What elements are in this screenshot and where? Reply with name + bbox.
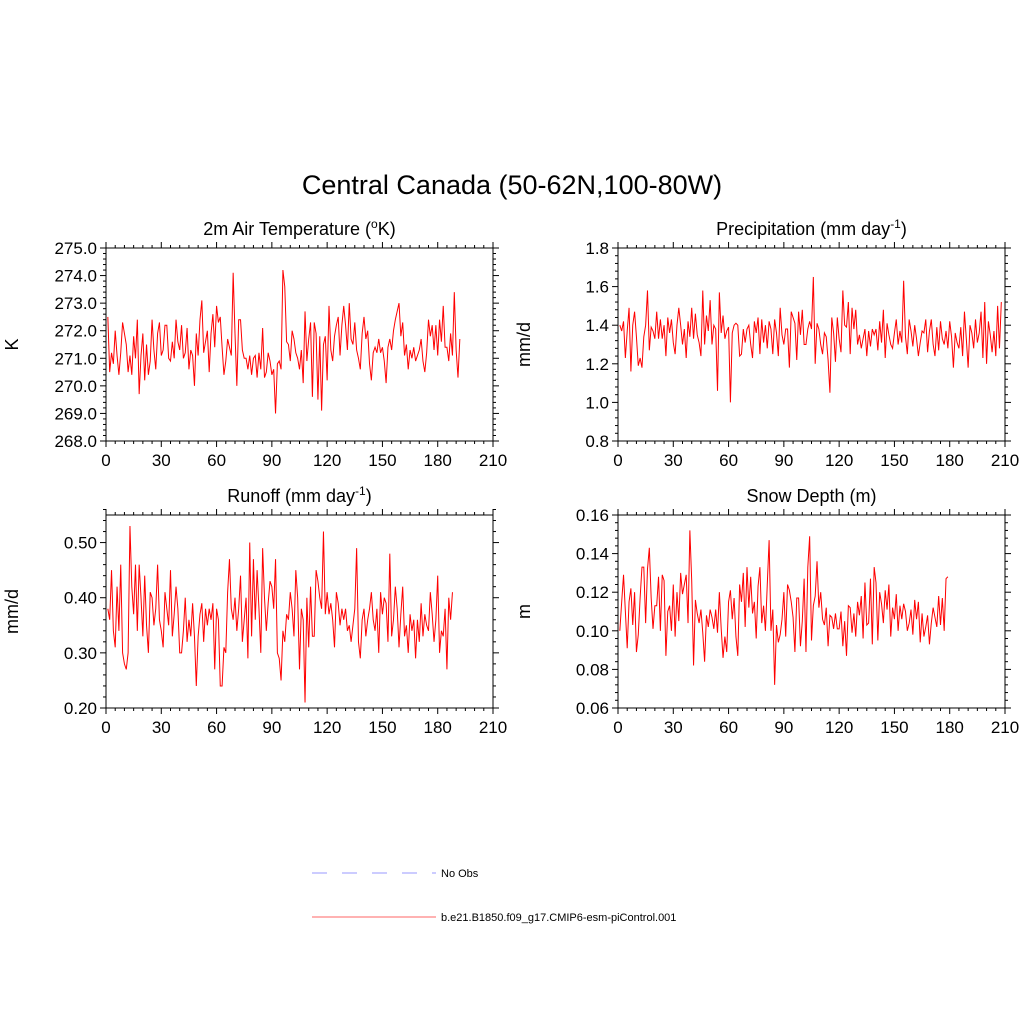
y-tick-label: 0.06 [576, 699, 609, 718]
x-tick-label: 0 [101, 451, 110, 470]
x-tick-label: 120 [313, 718, 341, 737]
legend: No Obs b.e21.B1850.f09_g17.CMIP6-esm-piC… [312, 868, 676, 924]
x-tick-label: 210 [479, 718, 507, 737]
x-tick-label: 30 [664, 718, 683, 737]
y-tick-label: 0.20 [64, 699, 97, 718]
y-tick-label: 0.8 [585, 432, 609, 451]
y-tick-label: 1.0 [585, 393, 609, 412]
y-tick-label: 0.30 [64, 644, 97, 663]
x-tick-label: 150 [880, 718, 908, 737]
chart-panel-4: Snow Depth (m) m 0 30 60 90 120 150 180 210 0.06 0.… [514, 486, 1019, 737]
y-tick-label: 1.6 [585, 278, 609, 297]
x-tick-label: 180 [936, 451, 964, 470]
y-axis-label: m [514, 604, 534, 619]
y-axis-label: mm/d [2, 589, 22, 634]
x-tick-label: 30 [152, 451, 171, 470]
y-axis-label: K [2, 338, 22, 350]
x-tick-label: 0 [101, 718, 110, 737]
series-line [619, 276, 1002, 403]
y-tick-label: 0.10 [576, 622, 609, 641]
chart-panel-3: Runoff (mm day-1) mm/d 0 30 60 90 120 150 180 210… [2, 484, 507, 737]
x-tick-label: 150 [368, 451, 396, 470]
panel-title: Snow Depth (m) [746, 486, 876, 506]
x-tick-label: 90 [262, 451, 281, 470]
x-tick-label: 180 [424, 718, 452, 737]
panel-title: 2m Air Temperature (oK) [203, 217, 395, 239]
y-tick-label: 1.2 [585, 355, 609, 374]
panel-title-text: Snow Depth (m) [746, 486, 876, 506]
y-tick-label: 273.0 [54, 294, 97, 313]
plot-frame [105, 247, 494, 442]
x-tick-label: 90 [774, 451, 793, 470]
x-tick-label: 180 [936, 718, 964, 737]
x-tick-label: 60 [719, 718, 738, 737]
x-tick-label: 90 [262, 718, 281, 737]
y-tick-label: 1.8 [585, 239, 609, 258]
y-tick-label: 0.40 [64, 589, 97, 608]
y-tick-label: 0.50 [64, 534, 97, 553]
y-tick-label: 271.0 [54, 349, 97, 368]
legend-label-no-obs: No Obs [441, 868, 479, 880]
x-tick-label: 210 [991, 718, 1019, 737]
panel-title: Precipitation (mm day-1) [716, 217, 907, 239]
x-tick-label: 90 [774, 718, 793, 737]
x-tick-label: 210 [479, 451, 507, 470]
x-tick-label: 210 [991, 451, 1019, 470]
y-tick-label: 0.14 [576, 545, 609, 564]
x-tick-label: 120 [825, 718, 853, 737]
y-tick-label: 274.0 [54, 267, 97, 286]
panel-title-suffix: ) [901, 219, 907, 239]
panel-title-superscript: o [371, 217, 378, 231]
x-tick-label: 0 [613, 451, 622, 470]
panel-title-text: Runoff (mm day [227, 486, 355, 506]
series-line [107, 526, 453, 703]
x-tick-label: 30 [664, 451, 683, 470]
series-line [107, 270, 461, 414]
y-tick-label: 270.0 [54, 377, 97, 396]
y-tick-label: 269.0 [54, 404, 97, 423]
y-tick-label: 0.08 [576, 660, 609, 679]
x-tick-label: 60 [719, 451, 738, 470]
x-tick-label: 60 [207, 451, 226, 470]
y-axis-label: mm/d [514, 322, 534, 367]
panel-title: Runoff (mm day-1) [227, 484, 371, 506]
x-tick-label: 30 [152, 718, 171, 737]
panel-title-text: Precipitation (mm day [716, 219, 890, 239]
x-tick-label: 120 [313, 451, 341, 470]
panel-title-text: 2m Air Temperature ( [203, 219, 371, 239]
x-tick-label: 60 [207, 718, 226, 737]
y-tick-label: 275.0 [54, 239, 97, 258]
x-tick-label: 150 [880, 451, 908, 470]
panels: 2m Air Temperature (oK) K 0 30 60 90 120 150 180… [2, 217, 1019, 737]
x-tick-label: 120 [825, 451, 853, 470]
y-tick-label: 0.12 [576, 583, 609, 602]
panel-title-suffix: ) [366, 486, 372, 506]
chart-panel-1: 2m Air Temperature (oK) K 0 30 60 90 120 150 180… [2, 217, 507, 470]
y-tick-label: 268.0 [54, 432, 97, 451]
x-tick-label: 180 [424, 451, 452, 470]
chart-panel-2: Precipitation (mm day-1) mm/d 0 30 60 90 120 15… [514, 217, 1019, 470]
legend-label-model: b.e21.B1850.f09_g17.CMIP6-esm-piControl.… [441, 912, 676, 924]
series-line [619, 530, 949, 685]
y-tick-label: 1.4 [585, 316, 609, 335]
x-tick-label: 0 [613, 718, 622, 737]
y-tick-label: 0.16 [576, 506, 609, 525]
panel-title-superscript: -1 [890, 217, 901, 231]
x-tick-label: 150 [368, 718, 396, 737]
y-tick-label: 272.0 [54, 322, 97, 341]
figure-title: Central Canada (50-62N,100-80W) [302, 170, 722, 200]
panel-title-superscript: -1 [355, 484, 366, 498]
panel-title-suffix: K) [378, 219, 396, 239]
